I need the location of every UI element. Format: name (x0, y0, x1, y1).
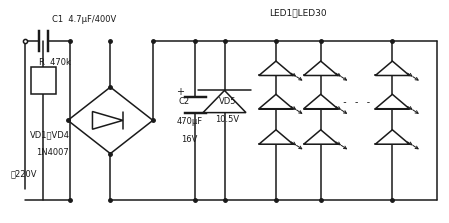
Polygon shape (259, 130, 293, 144)
Polygon shape (304, 61, 338, 76)
Text: LED1～LED30: LED1～LED30 (269, 8, 327, 17)
Polygon shape (203, 91, 246, 113)
Text: 16V: 16V (181, 135, 198, 144)
Polygon shape (375, 61, 409, 76)
Text: +: + (176, 87, 184, 97)
Text: - - -: - - - (342, 97, 371, 107)
Text: R  470k: R 470k (39, 58, 70, 67)
Polygon shape (375, 130, 409, 144)
Polygon shape (259, 94, 293, 109)
Polygon shape (304, 130, 338, 144)
Text: 470μF: 470μF (176, 117, 203, 126)
Text: ～220V: ～220V (10, 169, 37, 178)
Text: 10.5V: 10.5V (216, 115, 240, 124)
Polygon shape (304, 94, 338, 109)
Text: VD1～VD4: VD1～VD4 (30, 130, 70, 139)
Text: VD5: VD5 (219, 97, 236, 106)
Text: C1  4.7μF/400V: C1 4.7μF/400V (52, 15, 116, 24)
Polygon shape (259, 61, 293, 76)
Text: C2: C2 (179, 97, 190, 106)
Text: 1N4007: 1N4007 (36, 148, 69, 157)
Polygon shape (92, 112, 123, 129)
Bar (31, 67, 56, 94)
Polygon shape (375, 94, 409, 109)
